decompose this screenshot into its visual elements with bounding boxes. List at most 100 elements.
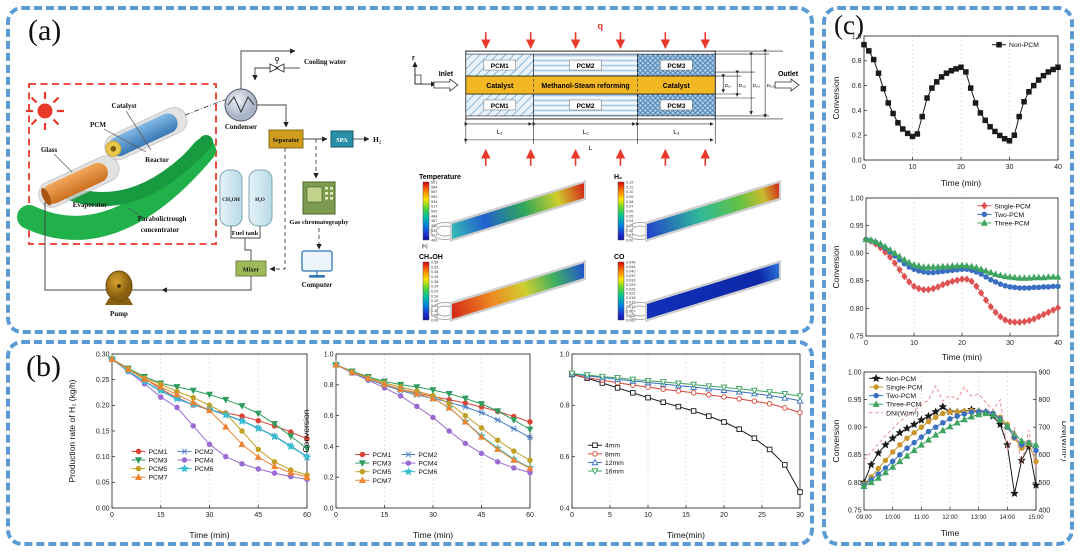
pcm1-top-label: PCM1 [491, 63, 509, 70]
svg-text:DNI(W/m²): DNI(W/m²) [886, 410, 918, 417]
svg-text:PCM1: PCM1 [372, 452, 391, 459]
svg-text:Non-PCM: Non-PCM [886, 376, 916, 383]
q-label: q [598, 21, 603, 31]
svg-text:0.34: 0.34 [431, 285, 438, 289]
svg-text:20: 20 [957, 164, 965, 171]
svg-text:0.90: 0.90 [850, 251, 864, 258]
doo-label: Dₒ,ₒ [767, 83, 775, 88]
svg-text:5: 5 [608, 512, 612, 519]
colorbar-ticks: 0.580.530.480.430.380.340.290.240.190.14… [431, 261, 438, 323]
panel-c-label: (c) [834, 10, 864, 40]
svg-text:11:00: 11:00 [914, 514, 930, 521]
x-axis-label: Time [941, 528, 960, 538]
svg-text:Three-PCM: Three-PCM [994, 220, 1029, 227]
svg-text:0.0: 0.0 [324, 505, 334, 512]
svg-text:8mm: 8mm [605, 451, 620, 458]
l1-label: L₁ [497, 129, 504, 136]
spa-label: SPA [336, 137, 348, 144]
svg-text:0.4: 0.4 [852, 108, 862, 115]
svg-text:0.00: 0.00 [626, 239, 633, 243]
svg-text:0.04: 0.04 [626, 219, 633, 223]
colorbar-unit: [K] [422, 244, 428, 249]
colorbar [617, 181, 625, 241]
svg-text:0.007: 0.007 [626, 310, 636, 314]
inlet-arrow [433, 78, 459, 92]
markers-Three-PCM [860, 409, 1040, 490]
svg-text:0.6: 0.6 [324, 413, 334, 420]
gas-chromatograph-icon [302, 181, 336, 215]
system-schematic: Glass PCM Catalyst Reactor Evaporator Pa… [17, 48, 382, 318]
contour-ch3oh: CH₃OH 0.580.530.480.430.380.340.290.240.… [419, 254, 586, 323]
tube-render [430, 180, 586, 242]
pcm2-top-label: PCM2 [577, 63, 595, 70]
svg-text:1.00: 1.00 [848, 369, 862, 376]
x-axis-label: Time (min) [189, 530, 229, 540]
svg-text:Non-PCM: Non-PCM [1009, 42, 1039, 49]
catalyst-right-label: Catalyst [663, 83, 691, 90]
panel-b: (b) 0 15 30 45 60 0.00 0.05 0.10 0.15 0.20 0.25 0.3… [6, 340, 814, 546]
svg-text:0.037: 0.037 [626, 274, 636, 278]
svg-text:0: 0 [334, 512, 338, 519]
l2-label: L₂ [583, 129, 590, 136]
svg-text:0.8: 0.8 [852, 58, 862, 65]
markers-PCM7 [108, 355, 311, 480]
y-axis-label: Production rate of H₂ (kg/h) [67, 379, 77, 482]
svg-text:550: 550 [431, 195, 437, 199]
svg-text:0.10: 0.10 [626, 190, 633, 194]
doi-label: Dₒ,ᵢ [753, 83, 760, 88]
svg-text:0: 0 [864, 340, 868, 347]
svg-text:PCM7: PCM7 [149, 475, 168, 482]
svg-text:1.00: 1.00 [850, 195, 864, 202]
panel-c: (c) 0 10 20 30 40 0.0 0.2 0.4 0.6 0.8 1.0 Time (min… [822, 6, 1074, 546]
svg-text:0.24: 0.24 [431, 294, 438, 298]
markers-Non-PCM [861, 41, 1061, 144]
svg-text:0.95: 0.95 [848, 397, 862, 404]
svg-text:0.90: 0.90 [848, 425, 862, 432]
svg-text:20: 20 [720, 512, 728, 519]
contour-title: H₂ [614, 174, 622, 181]
chart-non-pcm: 0 10 20 30 40 0.0 0.2 0.4 0.6 0.8 1.0 Time (min) Con… [831, 33, 1062, 188]
panel-a-label: (a) [28, 14, 62, 47]
reactor-icon [104, 106, 188, 161]
svg-text:0.4: 0.4 [560, 505, 570, 512]
svg-text:30: 30 [796, 512, 804, 519]
svg-text:09:00: 09:00 [856, 514, 872, 521]
svg-text:0.80: 0.80 [848, 480, 862, 487]
svg-text:0.58: 0.58 [431, 261, 438, 265]
colorbar [422, 261, 430, 321]
svg-text:0.09: 0.09 [626, 195, 633, 199]
colorbar [617, 261, 625, 321]
svg-text:400: 400 [431, 239, 437, 243]
y-axis-label: Conversion [831, 245, 841, 288]
svg-text:0.00: 0.00 [431, 319, 438, 323]
svg-text:0.19: 0.19 [431, 299, 438, 303]
colorbar-ticks: 0.120.110.100.090.080.070.060.050.040.03… [626, 181, 633, 243]
svg-text:0.85: 0.85 [848, 452, 862, 459]
trough-label-1: Parabolictrough [138, 215, 187, 223]
l3-label: L₃ [673, 129, 680, 136]
legend: PCM1 PCM2 PCM3 PCM4 PCM5 PCM6 PCM7 [131, 448, 214, 482]
contour-title: CH₃OH [419, 254, 443, 261]
diameter-dims [715, 49, 784, 120]
markers-PCM6 [107, 354, 312, 461]
legend: Non-PCM [992, 41, 1039, 49]
contour-co: CO 0.0480.0440.0400.0370.0330.0290.0260.… [614, 254, 781, 323]
reactor-label: Reactor [145, 156, 169, 164]
svg-text:30: 30 [1006, 164, 1014, 171]
svg-text:0.018: 0.018 [626, 296, 636, 300]
svg-text:0.2: 0.2 [324, 475, 334, 482]
svg-text:PCM7: PCM7 [372, 478, 391, 485]
valve-icon [269, 57, 285, 73]
svg-text:0.022: 0.022 [626, 292, 636, 296]
svg-text:0.03: 0.03 [626, 224, 633, 228]
svg-text:Three-PCM: Three-PCM [886, 402, 921, 409]
svg-text:Two-PCM: Two-PCM [886, 393, 916, 400]
svg-text:484: 484 [431, 214, 437, 218]
svg-text:10: 10 [909, 164, 917, 171]
svg-text:0.029: 0.029 [626, 283, 636, 287]
svg-text:0.040: 0.040 [626, 269, 636, 273]
